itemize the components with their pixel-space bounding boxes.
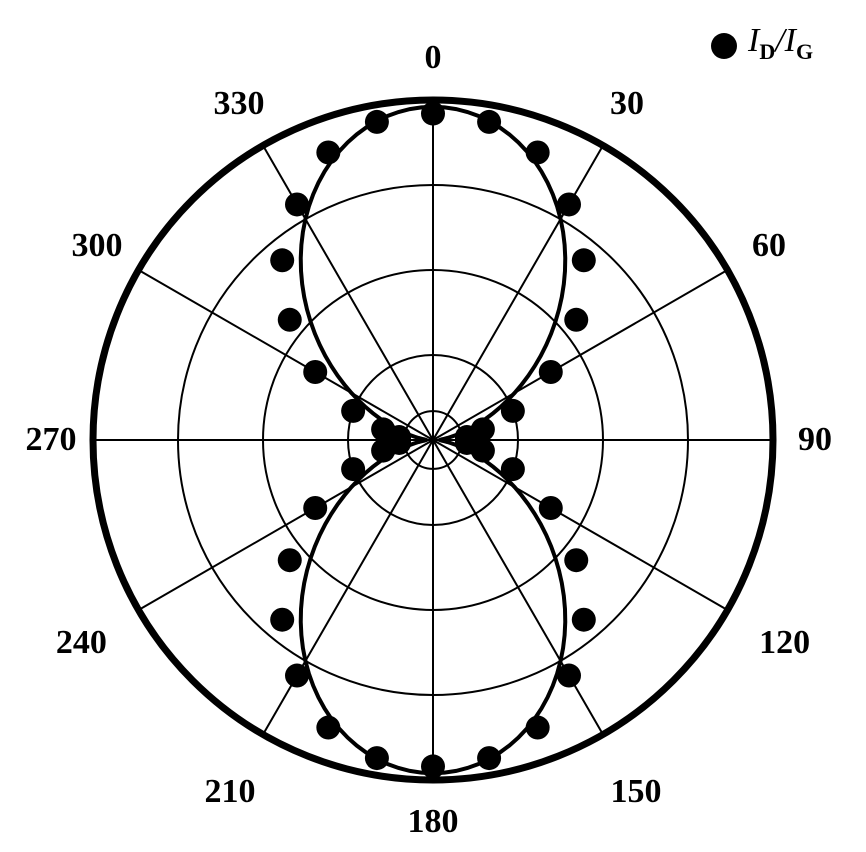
angle-label-120: 120 [759, 624, 810, 662]
angle-label-90: 90 [798, 421, 832, 459]
angle-label-300: 300 [71, 227, 122, 265]
angle-label-150: 150 [611, 773, 662, 811]
angle-label-270: 270 [26, 421, 77, 459]
angle-label-240: 240 [56, 624, 107, 662]
angle-label-60: 60 [752, 227, 786, 265]
angle-label-30: 30 [610, 85, 644, 123]
angle-label-180: 180 [408, 803, 459, 841]
polar-chart-container: ID/IG 0 30 60 90 120 150 180 210 240 270 300 330 [0, 0, 866, 852]
legend-label: ID/IG [748, 22, 813, 65]
angle-label-0: 0 [425, 39, 442, 77]
angle-label-210: 210 [205, 773, 256, 811]
polar-chart-svg [0, 0, 866, 852]
angle-label-330: 330 [214, 85, 265, 123]
